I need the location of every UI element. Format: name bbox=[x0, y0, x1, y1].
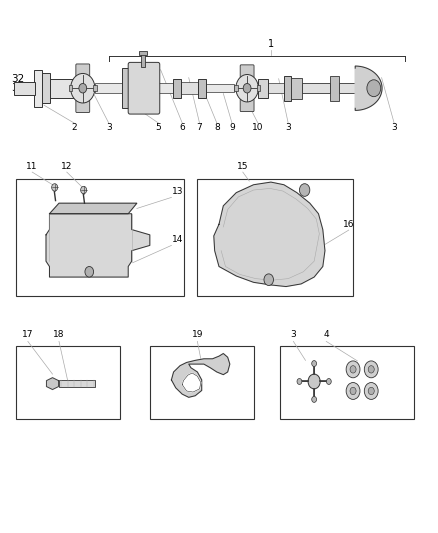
Circle shape bbox=[326, 378, 331, 384]
Bar bbox=[150, 345, 254, 419]
Circle shape bbox=[297, 378, 302, 384]
Text: 19: 19 bbox=[192, 330, 203, 340]
Circle shape bbox=[85, 266, 94, 277]
Polygon shape bbox=[46, 214, 150, 277]
Text: 34: 34 bbox=[11, 83, 25, 93]
Text: 3: 3 bbox=[106, 123, 112, 132]
Bar bbox=[234, 85, 237, 91]
Bar bbox=[50, 79, 83, 98]
Circle shape bbox=[350, 366, 356, 373]
Bar bbox=[14, 82, 35, 94]
Text: 13: 13 bbox=[172, 187, 184, 196]
Circle shape bbox=[350, 387, 356, 394]
Polygon shape bbox=[46, 378, 59, 390]
Bar bbox=[139, 51, 147, 55]
Bar bbox=[158, 83, 173, 93]
Circle shape bbox=[312, 361, 317, 367]
Bar bbox=[291, 78, 302, 99]
Bar bbox=[279, 345, 413, 419]
Text: 18: 18 bbox=[53, 330, 65, 340]
Text: 12: 12 bbox=[61, 161, 72, 171]
Text: 3: 3 bbox=[290, 330, 296, 340]
Circle shape bbox=[71, 74, 95, 103]
Circle shape bbox=[264, 274, 273, 286]
Bar bbox=[268, 84, 285, 93]
FancyBboxPatch shape bbox=[240, 65, 254, 77]
Text: 17: 17 bbox=[22, 330, 34, 340]
Bar bbox=[198, 180, 353, 295]
Circle shape bbox=[368, 387, 374, 394]
Circle shape bbox=[368, 366, 374, 373]
Circle shape bbox=[243, 84, 251, 93]
Text: 32: 32 bbox=[11, 74, 25, 84]
Bar bbox=[173, 79, 180, 98]
Bar bbox=[180, 83, 198, 94]
Circle shape bbox=[81, 187, 87, 193]
Bar bbox=[141, 52, 145, 67]
Polygon shape bbox=[182, 373, 201, 392]
Bar bbox=[198, 79, 205, 98]
Circle shape bbox=[300, 184, 310, 196]
FancyBboxPatch shape bbox=[128, 62, 160, 114]
Text: 8: 8 bbox=[214, 123, 220, 132]
Bar bbox=[122, 68, 131, 108]
Bar bbox=[95, 83, 123, 93]
Bar bbox=[93, 85, 97, 91]
Text: 3: 3 bbox=[391, 123, 397, 132]
Circle shape bbox=[346, 361, 360, 378]
Circle shape bbox=[79, 84, 87, 93]
Bar bbox=[16, 180, 184, 295]
Bar bbox=[34, 70, 42, 107]
FancyBboxPatch shape bbox=[76, 100, 90, 112]
Circle shape bbox=[52, 184, 58, 191]
FancyBboxPatch shape bbox=[240, 99, 254, 111]
Text: 2: 2 bbox=[71, 123, 77, 132]
Bar bbox=[284, 76, 291, 101]
Bar bbox=[302, 83, 330, 93]
Text: 7: 7 bbox=[197, 123, 202, 132]
Polygon shape bbox=[355, 66, 382, 110]
Circle shape bbox=[364, 361, 378, 378]
Bar bbox=[205, 84, 234, 92]
Circle shape bbox=[308, 374, 320, 389]
FancyBboxPatch shape bbox=[76, 64, 90, 77]
Bar bbox=[258, 79, 268, 98]
Bar bbox=[59, 381, 95, 387]
Text: 3: 3 bbox=[285, 123, 291, 132]
Text: 4: 4 bbox=[323, 330, 329, 340]
Circle shape bbox=[364, 383, 378, 399]
Circle shape bbox=[346, 383, 360, 399]
Text: 5: 5 bbox=[155, 123, 161, 132]
Bar bbox=[16, 345, 120, 419]
Bar bbox=[69, 85, 72, 91]
Text: 14: 14 bbox=[172, 236, 184, 244]
Bar bbox=[339, 83, 356, 93]
Circle shape bbox=[367, 80, 381, 96]
Bar bbox=[42, 74, 50, 103]
Text: 6: 6 bbox=[180, 123, 185, 132]
Polygon shape bbox=[171, 353, 230, 397]
Circle shape bbox=[236, 75, 258, 102]
Text: 16: 16 bbox=[343, 220, 354, 229]
Polygon shape bbox=[49, 203, 137, 214]
Circle shape bbox=[312, 397, 317, 402]
Text: 9: 9 bbox=[229, 123, 235, 132]
Polygon shape bbox=[214, 182, 325, 287]
Bar bbox=[330, 76, 339, 101]
Text: 10: 10 bbox=[252, 123, 264, 132]
Bar bbox=[257, 85, 260, 91]
Text: 15: 15 bbox=[237, 161, 248, 171]
Text: 1: 1 bbox=[268, 39, 274, 49]
Text: 11: 11 bbox=[26, 161, 38, 171]
